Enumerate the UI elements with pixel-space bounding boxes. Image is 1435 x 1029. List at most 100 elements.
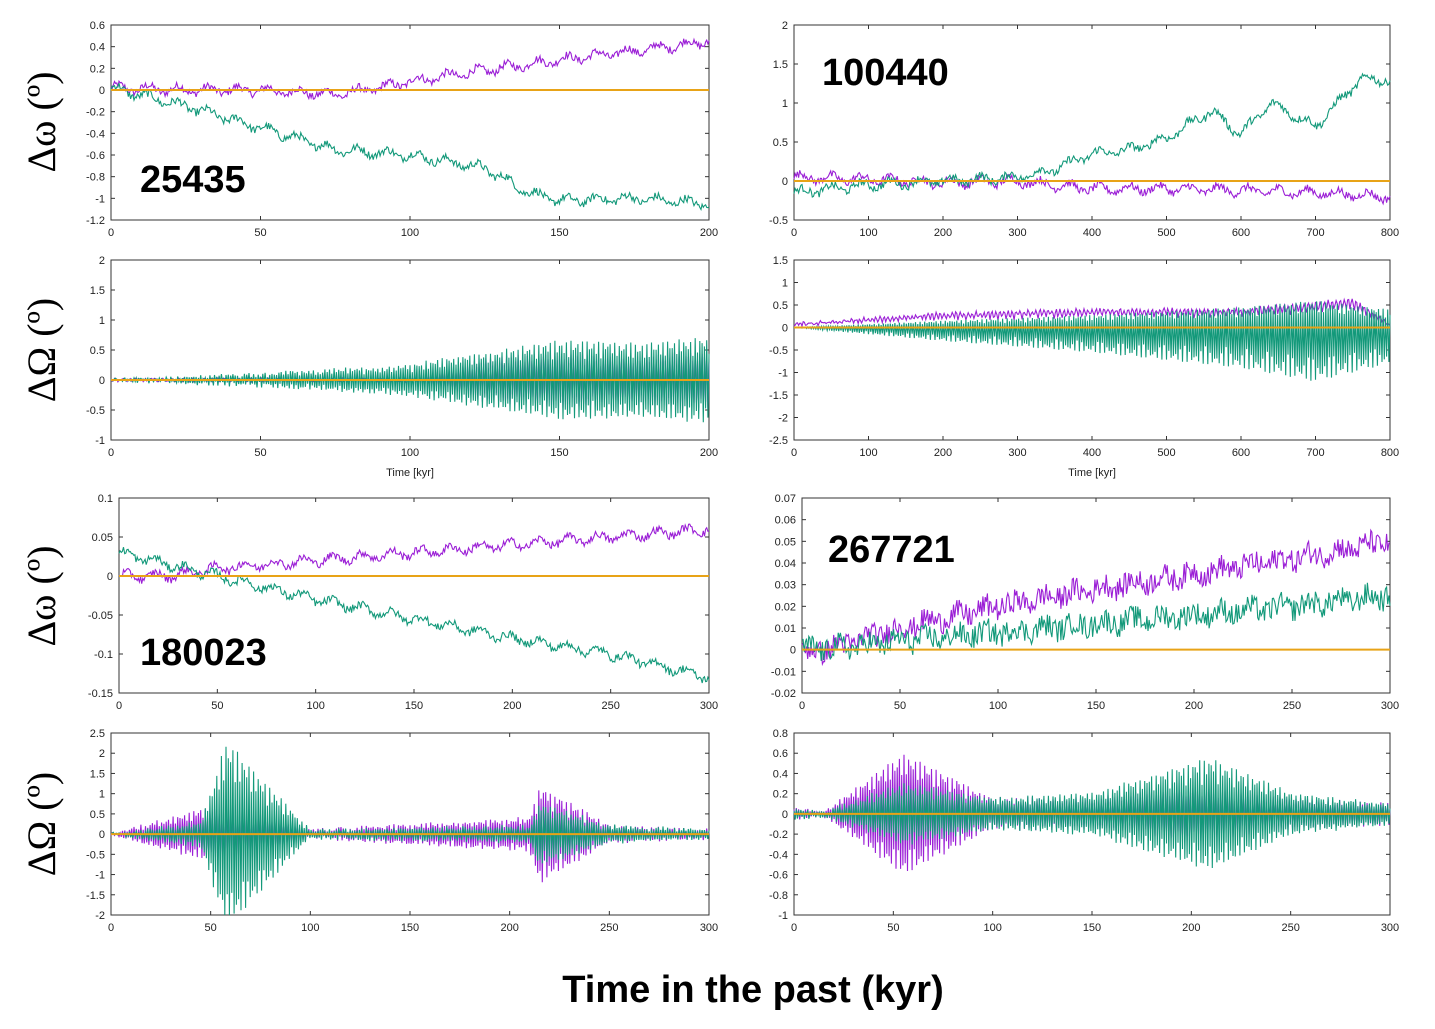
x-tick-label: 400 [1083,447,1101,459]
y-tick-label: -0.4 [86,128,105,140]
y-axis-label: ΔΩ (º) [19,298,64,403]
panel-p7: 0 50 100 150 200 250 300 2.5 2 1.5 1 0.5 0 -0.5 -1 -1.5… [19,728,718,934]
y-tick-label: -1 [95,435,105,447]
x-tick-label: 50 [254,447,266,459]
x-tick-label: 50 [211,700,223,712]
y-tick-label: -1.5 [86,890,105,902]
x-tick-label: 300 [1381,700,1399,712]
y-tick-label: -1 [778,368,788,380]
x-tick-label: 50 [254,227,266,239]
series-line-purple [793,297,1391,328]
x-tick-label: 0 [791,447,797,459]
y-tick-label: 0.2 [90,63,105,75]
plot-frame [801,497,1391,694]
panel-p4: 0 100 200 300 400 500 600 700 800 1.5 1 0.5 0 -0.5 -1 -… [769,255,1399,479]
x-tick-label: 300 [1008,447,1026,459]
x-tick-label: 600 [1232,447,1250,459]
y-tick-label: -1.5 [769,390,788,402]
y-tick-label: 0 [99,85,105,97]
plot-frame [793,259,1391,441]
x-tick-label: 700 [1306,447,1324,459]
x-tick-label: 200 [700,227,718,239]
y-tick-label: -0.1 [94,649,113,661]
x-tick-label: 0 [791,227,797,239]
y-tick-label: 0.6 [90,20,105,32]
x-axis-title: Time in the past (kyr) [562,969,944,1011]
y-tick-label: -0.6 [769,870,788,882]
y-tick-label: 0 [782,323,788,335]
x-tick-label: 150 [401,922,419,934]
y-tick-label: -0.01 [771,666,796,678]
x-tick-label: 150 [1083,922,1101,934]
panel-p1: 0 50 100 150 200 0.6 0.4 0.2 0 -0.2 -0.4 -0.6 -0.8 -1… [19,20,718,239]
y-tick-label: 0 [790,645,796,657]
y-tick-label: -1 [778,910,788,922]
series-line-green [793,301,1391,381]
y-axis-label: Δω (º) [19,71,64,172]
y-tick-label: -1.2 [86,215,105,227]
y-tick-label: 1.5 [90,768,105,780]
y-axis-label: ΔΩ (º) [19,772,64,877]
x-tick-label: 500 [1157,447,1175,459]
x-tick-label: 0 [108,447,114,459]
y-tick-label: 2 [99,748,105,760]
y-tick-label: -0.2 [769,829,788,841]
y-tick-label: -0.6 [86,150,105,162]
x-tick-label: 200 [700,447,718,459]
x-tick-label: 0 [799,700,805,712]
series-line-purple [801,528,1391,667]
y-tick-label: 0.5 [773,137,788,149]
panel-p5: 0 50 100 150 200 250 300 0.1 0.05 0 -0.05 -0.1 -0.15… [19,493,718,712]
y-tick-label: 0.5 [90,345,105,357]
x-tick-label: 200 [1182,922,1200,934]
series-line-purple [110,37,710,101]
x-tick-label: 150 [550,227,568,239]
x-tick-label: 400 [1083,227,1101,239]
y-tick-label: 0.06 [775,515,796,527]
y-tick-label: 0 [782,809,788,821]
x-tick-label: 100 [306,700,324,712]
y-tick-label: -0.05 [88,610,113,622]
x-tick-label: 100 [401,227,419,239]
panel-p2: 0 100 200 300 400 500 600 700 80021.510.50-0.510… [769,20,1399,239]
y-tick-label: 1.5 [773,255,788,267]
asteroid-number-label: 100440 [822,52,949,94]
x-tick-label: 200 [934,447,952,459]
y-tick-label: 0 [107,571,113,583]
plot-frame [793,732,1391,916]
y-tick-label: -0.5 [86,405,105,417]
x-tick-label: 250 [1283,700,1301,712]
x-tick-label: 250 [600,922,618,934]
x-tick-label: 0 [108,227,114,239]
y-tick-label: 0 [782,176,788,188]
x-tick-label: 150 [405,700,423,712]
y-tick-label: 0.05 [775,536,796,548]
y-tick-label: -0.5 [769,345,788,357]
x-tick-label: 150 [1087,700,1105,712]
y-tick-label: 0.4 [773,768,788,780]
panel-p8: 0 50 100 150 200 250 300 0.8 0.6 0.4 0.2 0 -0.2 -0.4 -… [769,728,1399,934]
y-tick-label: -0.4 [769,849,788,861]
y-tick-label: 0.03 [775,580,796,592]
x-tick-label: 50 [205,922,217,934]
x-tick-label: 300 [700,700,718,712]
y-tick-label: 0.6 [773,748,788,760]
panel-p6: 0 50 100 150 200 250 300 0.07 0.06 0.05 0.04 0.03 0.… [771,493,1399,712]
series-line-green [110,83,710,212]
y-tick-label: 0.02 [775,601,796,613]
x-tick-label: 100 [301,922,319,934]
x-tick-label: 300 [700,922,718,934]
panel-p3: 0 50 100 150 200 2 1.5 1 0.5 0 -0.5 -1 Time [kyr] ΔΩ … [19,255,718,479]
x-tick-label: 300 [1381,922,1399,934]
y-tick-label: 1.5 [773,59,788,71]
x-tick-label: 600 [1232,227,1250,239]
x-tick-label: 800 [1381,227,1399,239]
series-line-green [802,582,1391,661]
x-tick-label: 800 [1381,447,1399,459]
x-tick-label: 200 [500,922,518,934]
y-tick-label: 0.5 [90,809,105,821]
x-tick-label: 0 [116,700,122,712]
y-tick-label: 0.04 [775,558,796,570]
y-axis-label: Δω (º) [19,545,64,646]
panel-x-label: Time [kyr] [386,467,434,479]
